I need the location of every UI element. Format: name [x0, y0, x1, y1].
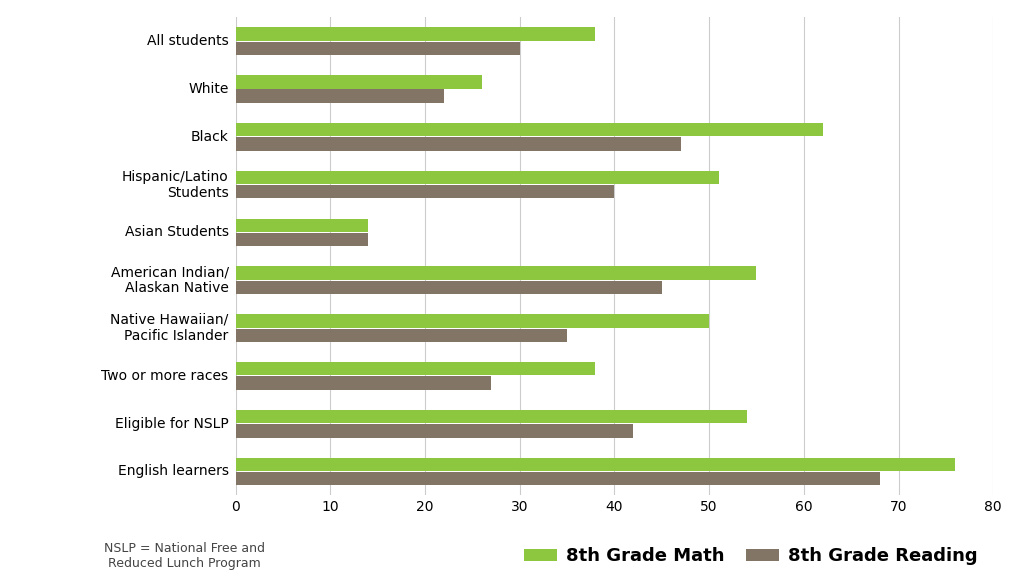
Bar — [236, 472, 880, 486]
Bar — [236, 424, 633, 438]
Bar — [236, 376, 492, 390]
Bar — [236, 328, 567, 342]
Text: NSLP = National Free and
Reduced Lunch Program: NSLP = National Free and Reduced Lunch P… — [103, 542, 265, 570]
Bar — [236, 362, 596, 376]
Bar — [236, 281, 662, 294]
Bar — [236, 233, 369, 247]
Bar — [236, 27, 596, 41]
Bar — [236, 170, 719, 184]
Legend: 8th Grade Math, 8th Grade Reading: 8th Grade Math, 8th Grade Reading — [517, 540, 984, 573]
Bar — [236, 75, 482, 89]
Bar — [236, 89, 444, 103]
Bar — [236, 266, 757, 280]
Bar — [236, 137, 681, 151]
Bar — [236, 41, 519, 55]
Bar — [236, 314, 709, 328]
Bar — [236, 123, 823, 137]
Bar — [236, 410, 748, 423]
Bar — [236, 218, 369, 232]
Bar — [236, 457, 955, 471]
Bar — [236, 185, 614, 199]
